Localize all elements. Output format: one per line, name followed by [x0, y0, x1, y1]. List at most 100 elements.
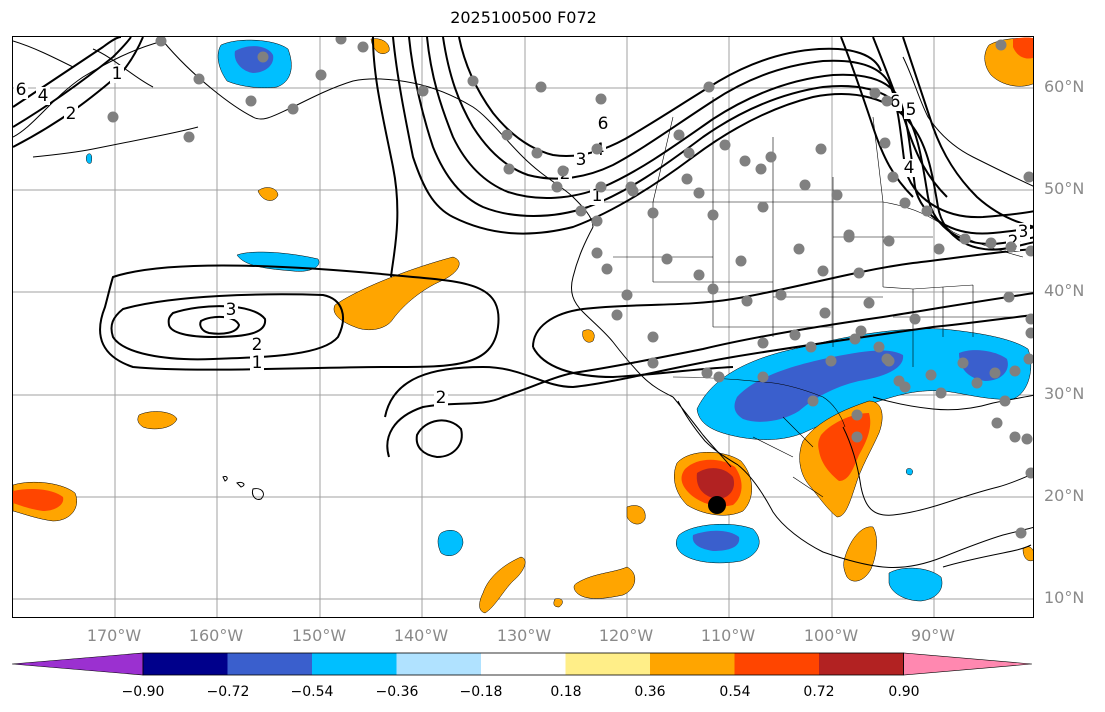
- positive-anomaly-south-1: [479, 556, 526, 614]
- target-location-marker: [708, 496, 726, 514]
- coastline-gulf: [842, 426, 1033, 516]
- coastline-baja: [672, 396, 739, 468]
- contour-subtropical-2: [386, 292, 1033, 458]
- contour-subtropical-1: [384, 314, 1033, 418]
- coastline-mexico: [737, 464, 1033, 568]
- contour-label: 1: [112, 64, 123, 84]
- contour-label: 6: [598, 114, 609, 134]
- station-dot: [703, 81, 715, 93]
- station-dot: [855, 325, 867, 337]
- colorbar-tick-m090: −0.90: [121, 684, 165, 700]
- lon-label-100w: 100°W: [803, 626, 859, 645]
- colorbar-tick-p072: 0.72: [803, 684, 835, 700]
- station-dot: [357, 41, 369, 53]
- station-dot: [883, 235, 895, 247]
- coastline-gulf-north: [872, 394, 1033, 411]
- positive-anomaly-central-america: [843, 526, 877, 582]
- lon-label-140w: 140°W: [393, 626, 449, 645]
- contour-subtropical-3: [415, 419, 463, 459]
- colorbar-tick-m036: −0.36: [375, 684, 419, 700]
- station-dot: [935, 387, 947, 399]
- station-dot: [287, 103, 299, 115]
- station-dot: [957, 357, 969, 369]
- station-dot: [999, 395, 1011, 407]
- contour-alaska-west-1: [13, 37, 122, 108]
- colorbar-tick-m018: −0.18: [459, 684, 503, 700]
- station-dot: [627, 185, 639, 197]
- station-dot: [701, 367, 713, 379]
- colorbar-segment: [481, 653, 566, 675]
- contour-label: 3: [576, 150, 587, 170]
- station-dot: [899, 197, 911, 209]
- station-dot: [661, 253, 673, 265]
- lon-label-110w: 110°W: [700, 626, 756, 645]
- contour-alaska-west-3: [13, 37, 144, 148]
- colorbar-segment: [565, 653, 651, 675]
- station-dot: [501, 129, 513, 141]
- station-dot: [851, 409, 863, 421]
- station-dot: [851, 431, 863, 443]
- colorbar-segment: [734, 653, 820, 675]
- station-dot: [775, 289, 787, 301]
- lat-label-30n: 30°N: [1044, 384, 1085, 403]
- positive-anomaly-south-3: [626, 505, 646, 525]
- station-dot: [611, 309, 623, 321]
- graticule: [13, 37, 1033, 617]
- station-dot: [693, 269, 705, 281]
- lon-label-160w: 160°W: [188, 626, 244, 645]
- station-dot: [757, 371, 769, 383]
- colorbar-segment: [143, 653, 228, 675]
- station-dot: [799, 179, 811, 191]
- contour-label-bg: [36, 87, 50, 105]
- station-dot: [1023, 171, 1033, 183]
- map-panel[interactable]: 642132126432165432: [12, 36, 1034, 618]
- station-dot: [739, 155, 751, 167]
- contour-label-bg: [110, 65, 124, 83]
- station-dot: [417, 85, 429, 97]
- contour-label-bg: [64, 105, 78, 123]
- colorbar-tick-p036: 0.36: [634, 684, 666, 700]
- border-states-2: [882, 284, 1013, 367]
- colorbar-segment: [312, 653, 397, 675]
- station-dot: [825, 355, 837, 367]
- colorbar-segment: [396, 653, 482, 675]
- lon-label-90w: 90°W: [910, 626, 956, 645]
- station-dot: [621, 289, 633, 301]
- station-dot: [887, 171, 899, 183]
- strong-negative-east-pacific: [692, 530, 740, 551]
- contour-pacific-4: [199, 315, 241, 335]
- border-us-mexico: [672, 376, 846, 428]
- contour-label: 1: [252, 353, 263, 373]
- station-dot: [551, 181, 563, 193]
- positive-anomaly-west-1: [137, 411, 178, 430]
- anomaly-fields: [13, 37, 1033, 614]
- contour-us-2: [532, 346, 734, 379]
- colorbar-tick-p054: 0.54: [719, 684, 751, 700]
- colorbar-segment: [819, 653, 904, 675]
- station-dot: [755, 163, 767, 175]
- contour-label: 6: [890, 92, 901, 112]
- colorbar-tick-m072: −0.72: [206, 684, 250, 700]
- station-dot: [757, 337, 769, 349]
- station-dot: [995, 39, 1007, 51]
- station-dot: [1025, 467, 1033, 479]
- positive-anomaly-small-2: [257, 187, 279, 201]
- station-dot: [815, 143, 827, 155]
- station-dot: [155, 37, 167, 47]
- strong-negative-southern-us: [734, 350, 904, 422]
- positive-anomaly-small-1: [370, 38, 390, 54]
- station-dot: [959, 233, 971, 245]
- border-states-1: [613, 202, 933, 347]
- colorbar-segment: [650, 653, 735, 675]
- strong-positive-gulf: [818, 413, 871, 481]
- coastline-cuba: [942, 544, 1032, 568]
- lon-label-150w: 150°W: [291, 626, 347, 645]
- contour-label: 3: [226, 300, 237, 320]
- lat-label-50n: 50°N: [1044, 179, 1085, 198]
- station-dot: [817, 265, 829, 277]
- station-dot: [245, 95, 257, 107]
- station-dot: [335, 37, 347, 45]
- coastlines: [13, 40, 1033, 568]
- colorbar-segment: [227, 653, 313, 675]
- station-dot: [1003, 291, 1015, 303]
